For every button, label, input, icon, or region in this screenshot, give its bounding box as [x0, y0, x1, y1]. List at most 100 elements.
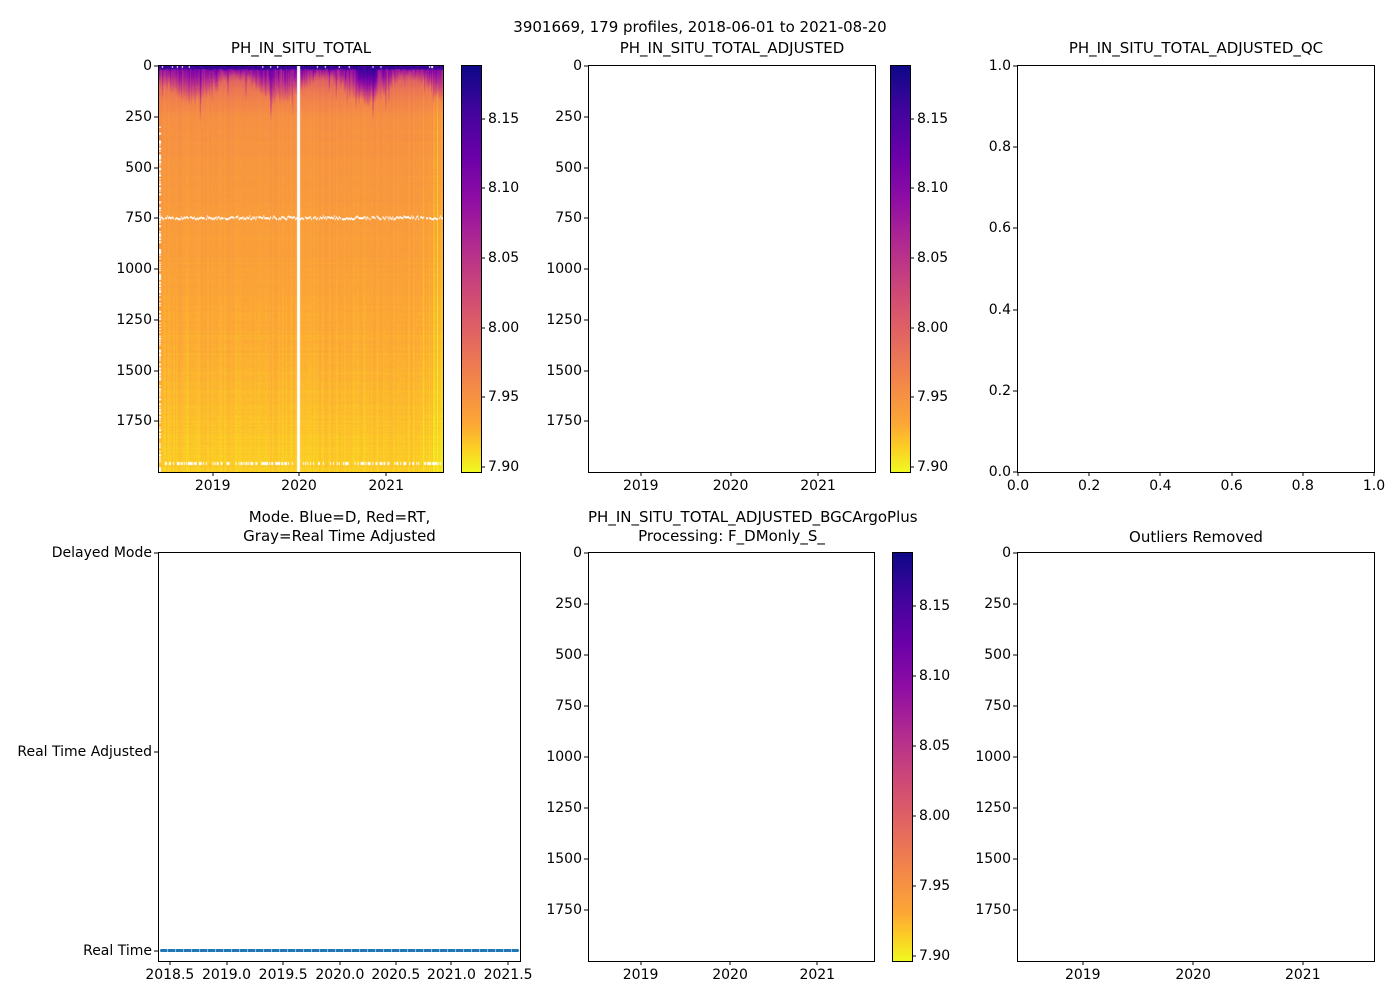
colorbar-tick-mark — [910, 187, 914, 189]
y-tick-label: 250 — [555, 596, 582, 612]
real-time-marker-line — [160, 949, 519, 953]
y-tick-label: 750 — [555, 210, 582, 227]
colorbar-tick-mark — [481, 466, 485, 468]
y-tick-label: Real Time — [83, 943, 152, 960]
y-tick-label: 1.0 — [988, 58, 1011, 74]
y-tick-mark — [1013, 227, 1017, 229]
x-tick-label: 2021 — [1284, 967, 1321, 983]
y-tick-mark — [154, 167, 158, 168]
y-tick-mark — [1013, 909, 1017, 911]
x-tick-mark — [226, 961, 227, 965]
y-tick-mark — [1013, 807, 1017, 809]
panel-title-mode-line1: Mode. Blue=D, Red=RT, — [248, 508, 431, 526]
colorbar-tick-label: 8.05 — [919, 737, 951, 754]
y-tick-mark — [154, 751, 158, 753]
colorbar-tick-mark — [481, 118, 485, 120]
y-tick-mark — [584, 858, 588, 860]
y-tick-mark — [154, 116, 158, 118]
colorbar-tick-mark — [910, 257, 914, 259]
x-tick-label: 0.2 — [1078, 478, 1101, 494]
x-tick-label: 2018.5 — [145, 967, 195, 983]
y-tick-mark — [1013, 65, 1017, 67]
y-tick-label: 1000 — [116, 261, 152, 277]
x-tick-mark — [385, 472, 387, 476]
y-tick-label: 250 — [984, 596, 1011, 612]
colorbar-tick-mark — [910, 327, 914, 329]
x-tick-mark — [1082, 961, 1084, 965]
colorbar-tick-mark — [481, 396, 485, 398]
y-tick-label: 500 — [125, 159, 152, 176]
y-tick-mark — [1013, 705, 1017, 707]
colorbar-tick-mark — [910, 466, 914, 468]
y-tick-mark — [584, 370, 588, 371]
x-tick-mark — [212, 472, 214, 476]
colorbar-tick-label: 7.90 — [919, 948, 951, 965]
y-tick-label: 0.2 — [988, 382, 1011, 399]
axes-mode: Delayed Mode Real Time Adjusted Real Time 2… — [17, 546, 532, 982]
x-tick-mark — [640, 961, 642, 965]
y-tick-mark — [154, 950, 158, 952]
y-tick-mark — [154, 268, 158, 270]
axes-ph-total-heatmap: 0 250 500 750 1000 1250 1500 1750 2019 2020 2021 — [116, 59, 444, 493]
x-tick-label: 2021 — [368, 478, 405, 494]
y-tick-label: 1250 — [546, 311, 582, 328]
panel-title-bgc: PH_IN_SITU_TOTAL_ADJUSTED_BGCArgoPlus Pr… — [588, 508, 918, 546]
y-tick-label: 750 — [984, 698, 1011, 714]
y-tick-mark — [584, 217, 588, 219]
y-tick-mark — [154, 552, 158, 554]
colorbar-tick-label: 8.15 — [917, 110, 949, 127]
y-tick-label: Real Time Adjusted — [17, 744, 152, 761]
colorbar-tick-label: 8.15 — [919, 598, 951, 615]
axes-qc: 1.0 0.8 0.6 0.4 0.2 0.0 0.0 0.2 0.4 0.6 0.8 1.0 — [989, 59, 1385, 493]
x-tick-mark — [298, 472, 300, 476]
axes-outliers: 0 250 500 750 1000 1250 1500 1750 2019 2020 2021 — [975, 546, 1375, 982]
colorbar-tick-mark — [481, 257, 485, 259]
figure-title: 3901669, 179 profiles, 2018-06-01 to 202… — [513, 18, 887, 36]
x-tick-mark — [1231, 472, 1233, 476]
x-tick-mark — [1192, 961, 1194, 965]
x-tick-label: 2019 — [622, 478, 659, 494]
x-tick-label: 2019 — [194, 478, 231, 494]
x-tick-label: 2020 — [712, 478, 749, 494]
x-tick-label: 2020.0 — [315, 967, 365, 983]
y-tick-label: 1500 — [546, 851, 582, 867]
y-tick-label: 500 — [555, 647, 582, 663]
colorbar-tick-label: 8.00 — [488, 319, 520, 336]
y-tick-mark — [584, 319, 588, 321]
y-tick-mark — [584, 65, 588, 67]
x-tick-mark — [640, 472, 642, 476]
colorbar-tick-mark — [910, 396, 914, 398]
x-tick-mark — [1088, 472, 1090, 476]
panel-title-ph-adjusted: PH_IN_SITU_TOTAL_ADJUSTED — [619, 39, 845, 57]
colorbar-tick-mark — [912, 605, 916, 607]
x-tick-label: 2019 — [1064, 967, 1101, 983]
x-tick-label: 2021.5 — [483, 967, 533, 983]
colorbar-tick-label: 8.10 — [917, 180, 949, 197]
y-tick-mark — [584, 420, 588, 422]
y-tick-label: 1000 — [546, 749, 582, 765]
y-tick-mark — [154, 217, 158, 219]
x-tick-label: 2021 — [800, 478, 836, 494]
panel-title-bgc-line1: PH_IN_SITU_TOTAL_ADJUSTED_BGCArgoPlus — [588, 508, 918, 526]
y-tick-label: 1750 — [116, 413, 152, 430]
y-tick-label: 1250 — [546, 800, 582, 816]
y-tick-mark — [1013, 146, 1017, 148]
colorbar-tick-mark — [912, 675, 916, 677]
colorbar-bgc: 8.15 8.10 8.05 8.00 7.95 7.90 — [892, 552, 950, 963]
colorbar-gradient — [893, 553, 912, 961]
y-tick-label: 1750 — [546, 413, 582, 430]
colorbar-tick-label: 8.10 — [488, 180, 520, 197]
x-tick-mark — [169, 961, 171, 965]
colorbar-tick-label: 7.95 — [919, 877, 951, 894]
x-tick-mark — [507, 961, 509, 965]
panel-title-mode: Mode. Blue=D, Red=RT, Gray=Real Time Adj… — [158, 508, 521, 546]
colorbar-tick-label: 8.10 — [919, 667, 951, 684]
x-tick-label: 2020 — [281, 478, 317, 494]
y-tick-label: 0 — [573, 58, 582, 74]
colorbar-tick-label: 8.00 — [919, 808, 951, 825]
y-tick-mark — [1013, 390, 1017, 392]
x-tick-label: 2019.5 — [258, 967, 308, 983]
axes-bgc: 0 250 500 750 1000 1250 1500 1750 2019 2020 2021 — [546, 546, 875, 982]
y-tick-label: 0.6 — [988, 220, 1011, 237]
